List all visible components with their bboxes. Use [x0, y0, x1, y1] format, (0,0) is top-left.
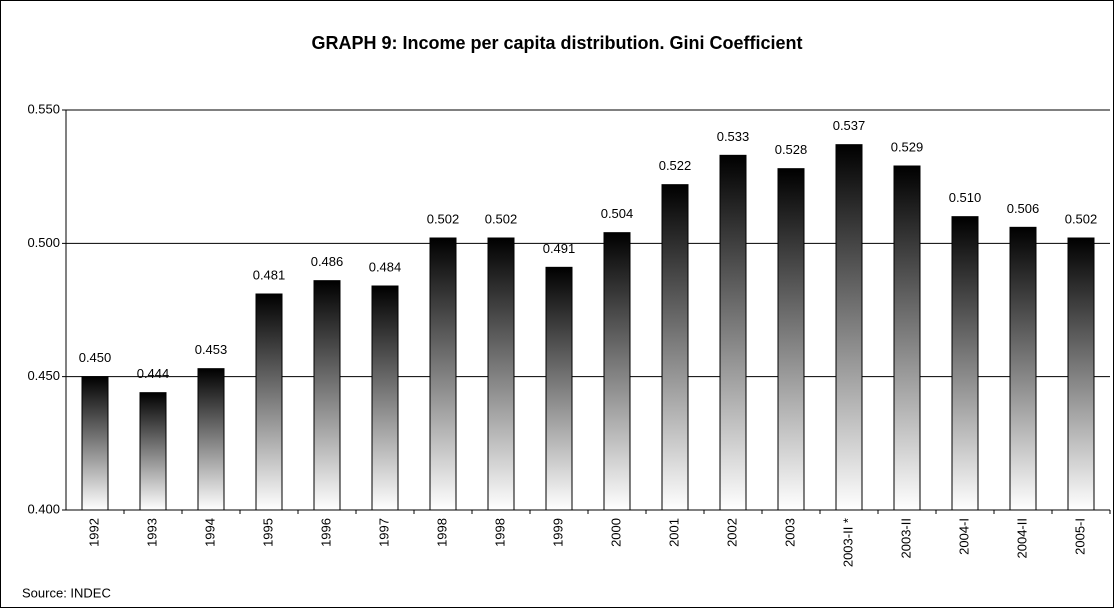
x-tick-label: 2001: [666, 518, 681, 547]
bar: [429, 237, 457, 511]
x-tick-label: 2003-II *: [840, 518, 855, 567]
x-tick-label: 2000: [608, 518, 623, 547]
bar: [777, 168, 805, 511]
x-tick-label: 1998: [492, 518, 507, 547]
data-label: 0.444: [137, 366, 170, 381]
data-label: 0.504: [601, 206, 634, 221]
data-label: 0.486: [311, 254, 344, 269]
x-tick-label: 2005-I: [1072, 518, 1087, 555]
data-label: 0.510: [949, 190, 982, 205]
data-label: 0.506: [1007, 201, 1040, 216]
x-tick-label: 2004-I: [956, 518, 971, 555]
y-tick-label: 0.550: [27, 101, 60, 116]
bar: [545, 266, 573, 511]
data-label: 0.529: [891, 139, 924, 154]
bar: [371, 285, 399, 511]
data-label: 0.450: [79, 350, 112, 365]
source-note: Source: INDEC: [22, 585, 111, 600]
bar: [951, 216, 979, 511]
x-tick-label: 2002: [724, 518, 739, 547]
bar: [487, 237, 515, 511]
bar: [313, 280, 341, 511]
x-tick-label: 1993: [144, 518, 159, 547]
bar: [661, 184, 689, 511]
data-label: 0.502: [485, 211, 518, 226]
bar: [197, 368, 225, 511]
bar: [603, 232, 631, 511]
data-label: 0.453: [195, 342, 228, 357]
y-tick-label: 0.450: [27, 368, 60, 383]
x-tick-label: 1997: [376, 518, 391, 547]
y-tick-label: 0.400: [27, 501, 60, 516]
data-label: 0.491: [543, 241, 576, 256]
data-label: 0.522: [659, 158, 692, 173]
x-tick-label: 2003: [782, 518, 797, 547]
data-label: 0.533: [717, 129, 750, 144]
x-tick-label: 1998: [434, 518, 449, 547]
bar: [1067, 237, 1095, 511]
bar: [1009, 226, 1037, 511]
x-tick-label: 1992: [86, 518, 101, 547]
x-tick-label: 1999: [550, 518, 565, 547]
bar: [893, 165, 921, 511]
bar: [835, 144, 863, 511]
data-label: 0.537: [833, 118, 866, 133]
data-label: 0.502: [1065, 211, 1098, 226]
x-tick-label: 1994: [202, 518, 217, 547]
bar: [719, 154, 747, 511]
bar: [81, 376, 109, 511]
data-label: 0.502: [427, 211, 460, 226]
x-tick-label: 2003-II: [898, 518, 913, 558]
data-label: 0.481: [253, 267, 286, 282]
y-tick-label: 0.500: [27, 235, 60, 250]
bar: [139, 392, 167, 511]
data-label: 0.484: [369, 259, 402, 274]
x-tick-label: 2004-II: [1014, 518, 1029, 558]
data-label: 0.528: [775, 142, 808, 157]
x-tick-label: 1995: [260, 518, 275, 547]
x-tick-label: 1996: [318, 518, 333, 547]
chart-title: GRAPH 9: Income per capita distribution.…: [311, 33, 802, 53]
bar: [255, 293, 283, 511]
